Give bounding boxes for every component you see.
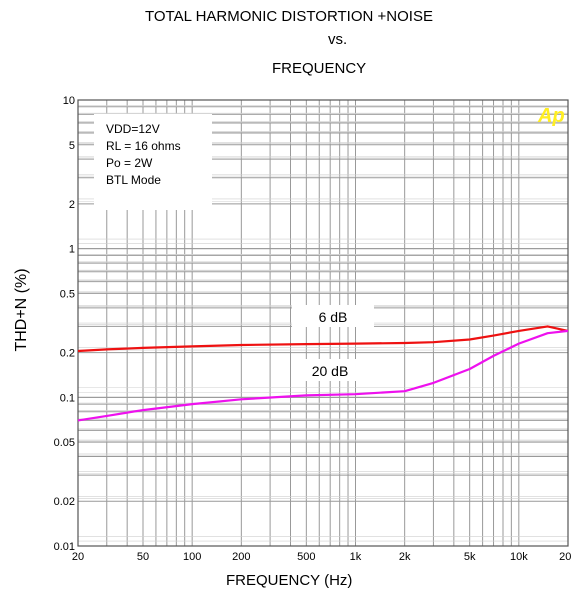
tick-labels: 20 50 100 200 500 1k 2k 5k 10k 20k 10 5 2 1 0.5 0.2 0.1 0…	[54, 95, 571, 563]
y-tick-label: 2	[69, 199, 75, 211]
x-tick-label: 20	[72, 551, 84, 563]
conditions-box-bg	[94, 114, 212, 210]
conditions-text: Po = 2W	[106, 156, 153, 170]
conditions-box: VDD=12V RL = 16 ohms Po = 2W BTL Mode	[94, 114, 212, 210]
x-tick-label: 1k	[350, 551, 362, 563]
chart-title-line-2: vs.	[328, 31, 348, 48]
conditions-text: VDD=12V	[106, 122, 160, 136]
x-tick-label: 10k	[510, 551, 528, 563]
x-tick-label: 100	[183, 551, 201, 563]
y-axis-label: THD+N (%)	[13, 268, 30, 352]
x-tick-label: 200	[232, 551, 250, 563]
x-axis-label: FREQUENCY (Hz)	[226, 572, 353, 589]
y-tick-label: 1	[69, 244, 75, 256]
conditions-text: BTL Mode	[106, 173, 161, 187]
ap-logo: Ap	[537, 105, 565, 127]
x-tick-label: 50	[137, 551, 149, 563]
label-20db: 20 dB	[312, 363, 349, 379]
y-tick-label: 0.05	[54, 437, 75, 449]
y-tick-label: 0.5	[60, 288, 75, 300]
label-6db-bg	[292, 305, 374, 327]
label-6db: 6 dB	[319, 309, 348, 325]
series-line-20db	[77, 329, 569, 422]
y-tick-label: 0.02	[54, 496, 75, 508]
y-tick-label: 0.1	[60, 392, 75, 404]
label-20db-bg	[292, 359, 374, 381]
x-tick-label: 20k	[559, 551, 571, 563]
chart-title-line-3: FREQUENCY	[272, 60, 367, 77]
conditions-text: RL = 16 ohms	[106, 139, 181, 153]
y-tick-label: 0.01	[54, 541, 75, 553]
y-tick-label: 10	[63, 95, 75, 107]
y-tick-label: 5	[69, 140, 75, 152]
y-tick-label: 0.2	[60, 348, 75, 360]
x-tick-label: 5k	[464, 551, 476, 563]
series-annotations: 6 dB 20 dB Ap	[292, 105, 565, 381]
series-layer	[77, 325, 569, 422]
series-line-6db	[77, 325, 569, 353]
x-tick-label: 2k	[399, 551, 411, 563]
plot-border	[77, 99, 569, 547]
chart-title-line-1: TOTAL HARMONIC DISTORTION +NOISE	[145, 8, 433, 25]
x-tick-label: 500	[297, 551, 315, 563]
